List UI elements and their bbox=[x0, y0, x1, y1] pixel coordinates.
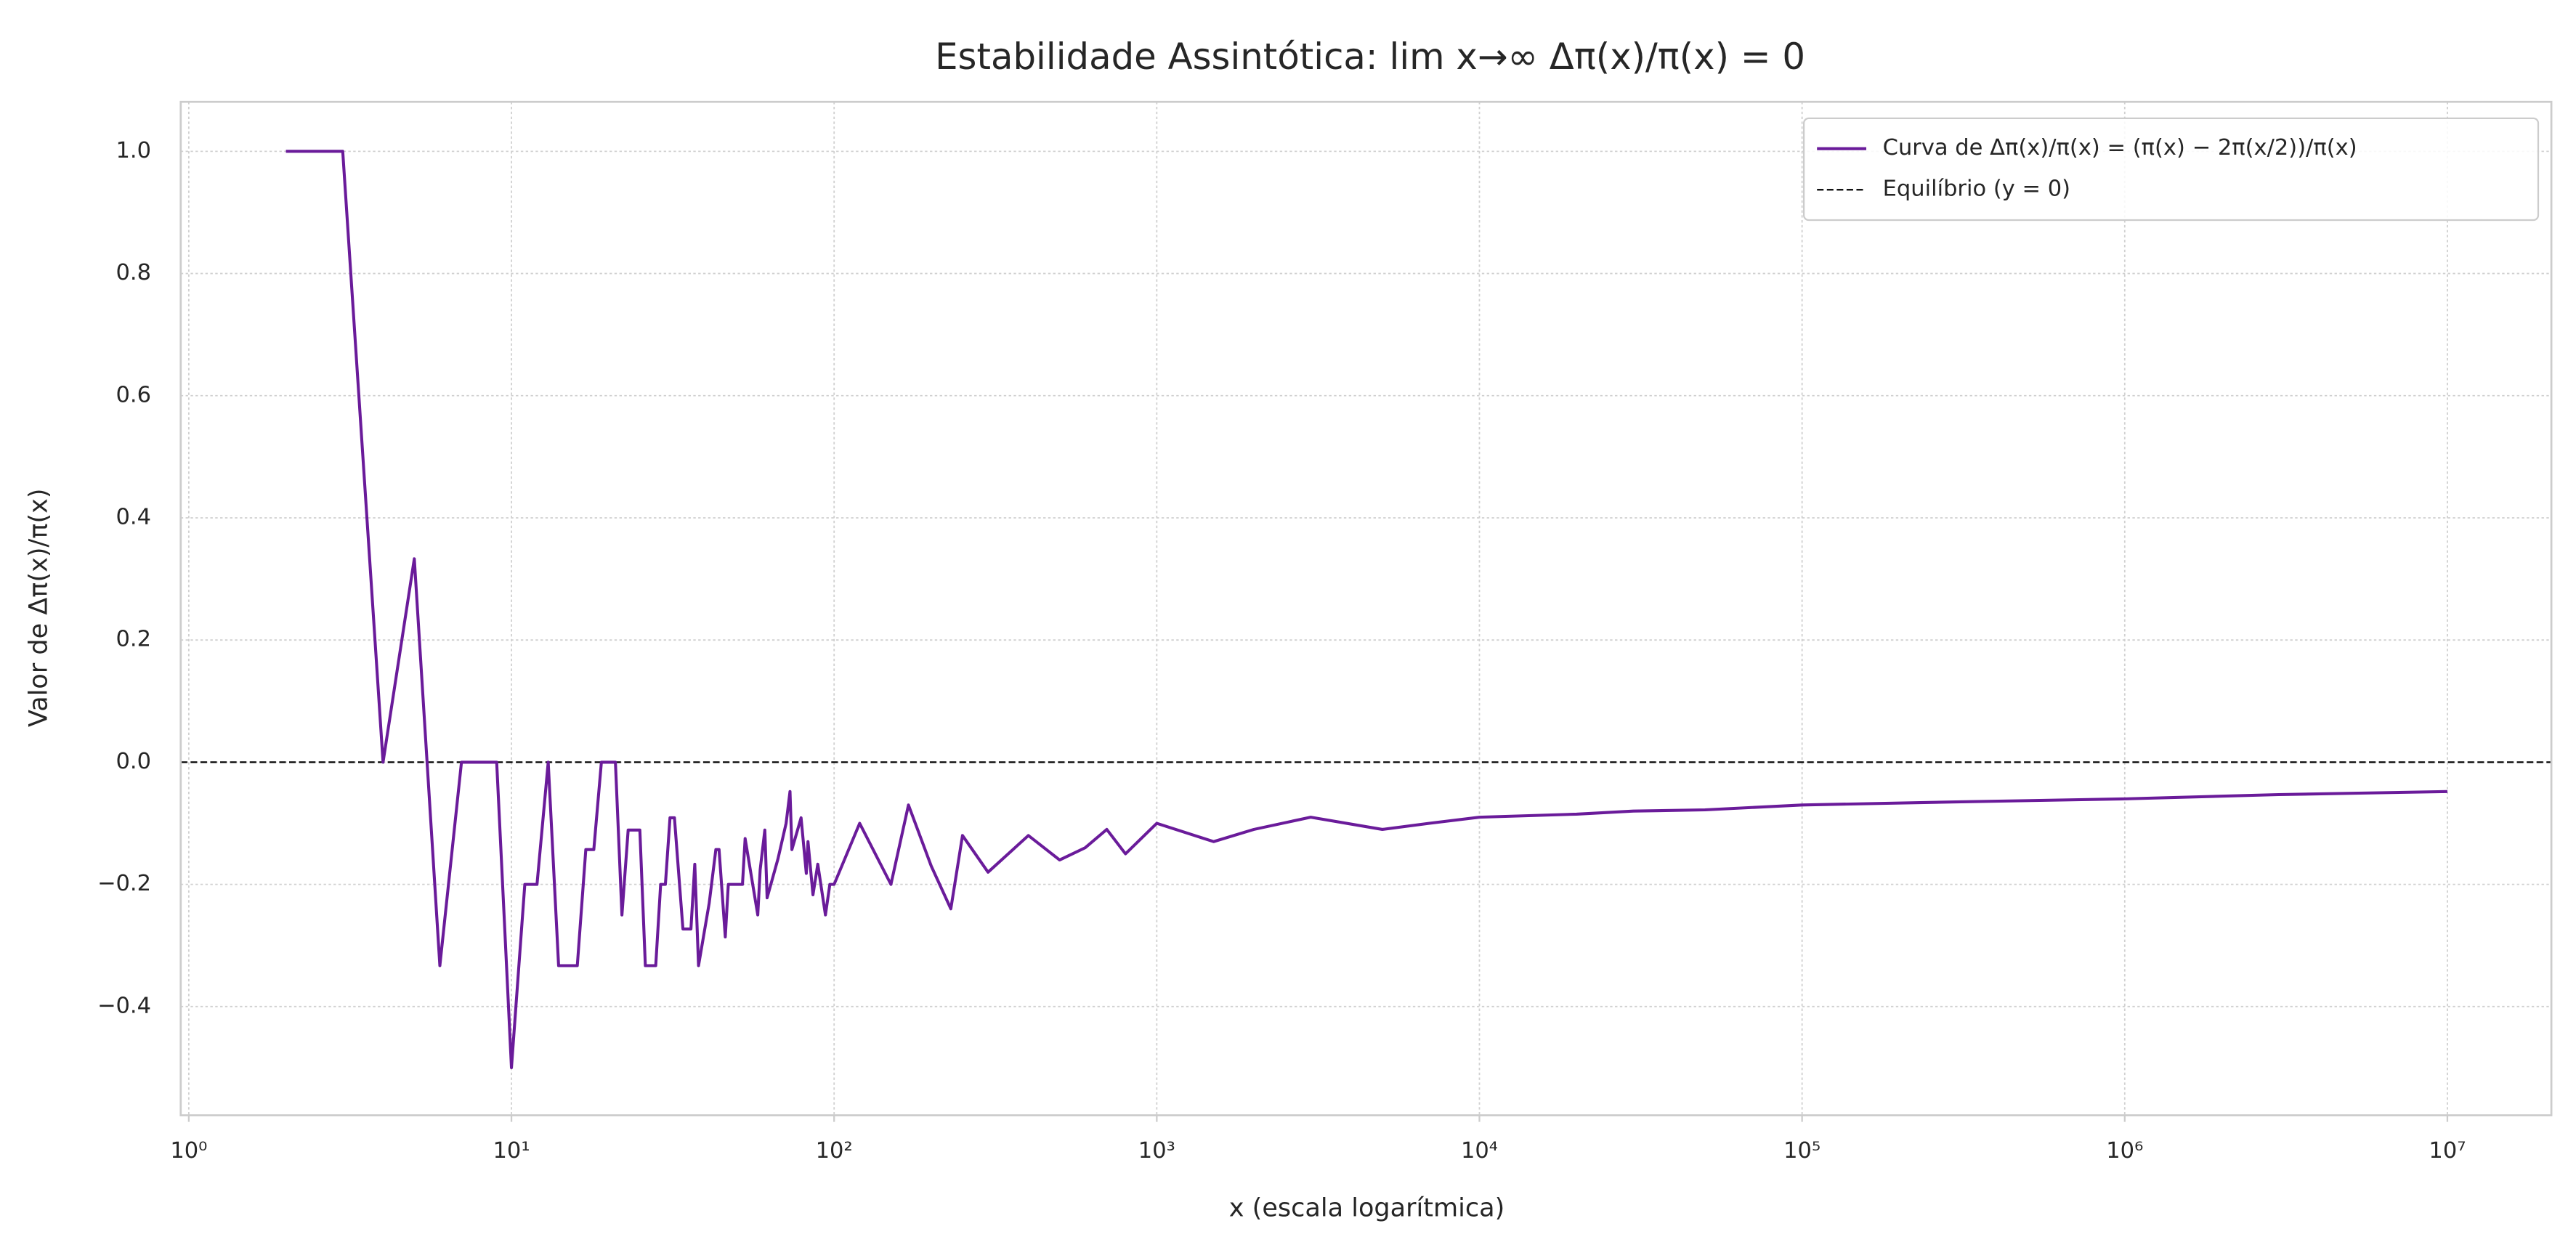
legend-label: Equilíbrio (y = 0) bbox=[1883, 176, 2070, 202]
y-tick-label: 0.6 bbox=[116, 382, 152, 407]
y-tick-label: −0.2 bbox=[97, 871, 151, 896]
marks bbox=[180, 150, 2552, 1069]
x-tick-label: 10⁵ bbox=[1783, 1138, 1820, 1164]
x-tick-label: 10³ bbox=[1138, 1138, 1175, 1164]
y-tick-label: −0.4 bbox=[97, 993, 151, 1018]
x-tick-label: 10⁶ bbox=[2106, 1138, 2143, 1164]
y-axis-label: Valor de Δπ(x)/π(x) bbox=[23, 488, 53, 727]
y-tick-label: 0.0 bbox=[116, 749, 152, 774]
x-tick-label: 10² bbox=[816, 1138, 853, 1164]
x-tick-label: 10¹ bbox=[493, 1138, 530, 1164]
y-tick-label: 1.0 bbox=[116, 138, 152, 163]
plot-frame bbox=[179, 100, 2553, 1116]
y-tick-label: 0.8 bbox=[116, 260, 152, 285]
y-tick-label: 0.2 bbox=[116, 627, 152, 652]
legend: Curva de Δπ(x)/π(x) = (π(x) − 2π(x/2))/π… bbox=[1802, 117, 2540, 222]
legend-label: Curva de Δπ(x)/π(x) = (π(x) − 2π(x/2))/π… bbox=[1883, 135, 2357, 161]
x-tick-label: 10⁴ bbox=[1461, 1138, 1498, 1164]
x-axis-label: x (escala logarítmica) bbox=[1229, 1193, 1505, 1222]
data-line bbox=[285, 150, 2448, 1069]
x-tick-label: 10⁰ bbox=[170, 1138, 207, 1164]
chart-title: Estabilidade Assintótica: lim x→∞ Δπ(x)/… bbox=[935, 36, 1805, 78]
x-tick-label: 10⁷ bbox=[2429, 1138, 2466, 1164]
y-tick-label: 0.4 bbox=[116, 504, 152, 529]
legend-box bbox=[1802, 117, 2540, 222]
